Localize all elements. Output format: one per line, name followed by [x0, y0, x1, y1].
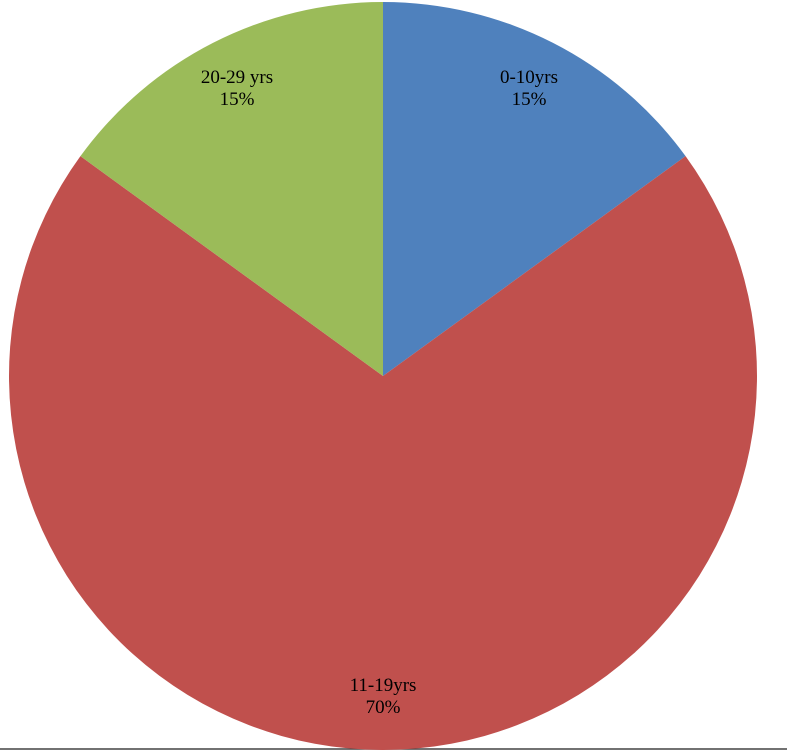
slice-label: 20-29 yrs: [201, 67, 273, 88]
slice-label: 0-10yrs: [500, 67, 558, 88]
pie-slice: [80, 2, 383, 376]
pie-slice: [383, 2, 686, 376]
slice-value-label: 15%: [512, 89, 547, 110]
pie-slice: [8, 156, 758, 751]
slice-value-label: 70%: [366, 697, 401, 718]
slice-label: 11-19yrs: [350, 675, 417, 696]
slice-value-label: 15%: [220, 89, 255, 110]
